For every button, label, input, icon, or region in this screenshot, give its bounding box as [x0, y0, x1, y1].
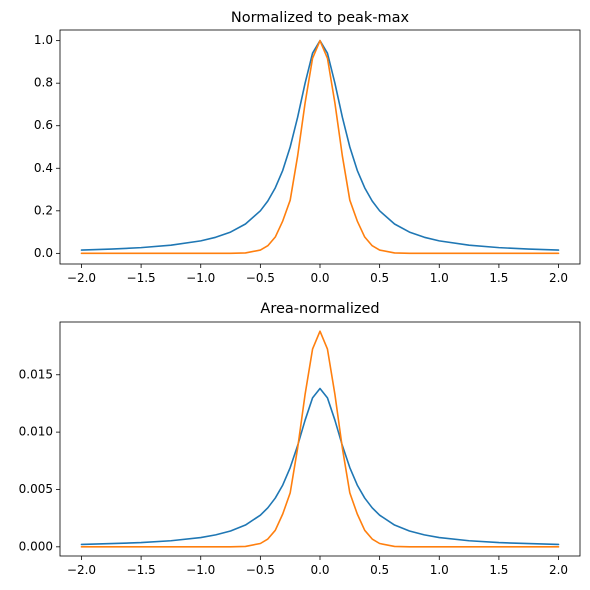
bottom-chart-y-axis: 0.000 0.005 0.010 0.015	[19, 367, 60, 553]
bottom-chart-xtick-label: −2.0	[67, 563, 96, 577]
top-chart-series-2-line	[80, 39, 560, 255]
top-chart-series-1-line	[80, 39, 560, 251]
bottom-chart-xtick-label: 1.5	[489, 563, 508, 577]
bottom-chart-ytick-label: 0.015	[19, 367, 53, 381]
top-chart-ytick-label: 0.4	[34, 161, 53, 175]
top-chart-ytick-label: 1.0	[34, 33, 53, 47]
bottom-chart-xtick-label: −1.5	[127, 563, 156, 577]
bottom-chart-x-axis: −2.0 −1.5 −1.0 −0.5 0.0 0.5 1.0 1.5 2.0	[67, 556, 568, 577]
bottom-chart-ytick-label: 0.000	[19, 539, 53, 553]
top-chart-xtick-label: 0.0	[310, 271, 329, 285]
bottom-chart-xtick-label: 2.0	[549, 563, 568, 577]
bottom-chart: Area-normalized 0.000 0.005 0.010 0.015 −2.…	[19, 301, 581, 577]
top-chart-y-axis: 0.0 0.2 0.4 0.6 0.8 1.0	[34, 33, 60, 260]
top-chart-xtick-label: −1.0	[186, 271, 215, 285]
top-chart: Normalized to peak-max 0.0 0.2 0.4 0.6 0.8 1.…	[34, 10, 581, 285]
top-chart-xtick-label: 1.5	[489, 271, 508, 285]
bottom-chart-series	[80, 330, 560, 548]
top-chart-xtick-label: 0.5	[370, 271, 389, 285]
bottom-chart-ytick-label: 0.010	[19, 425, 53, 439]
bottom-chart-xtick-label: −1.0	[186, 563, 215, 577]
bottom-chart-xtick-label: −0.5	[246, 563, 275, 577]
top-chart-ytick-label: 0.6	[34, 118, 53, 132]
bottom-chart-xtick-label: 1.0	[430, 563, 449, 577]
bottom-chart-series-1-line	[80, 387, 560, 546]
top-chart-xtick-label: −0.5	[246, 271, 275, 285]
bottom-chart-ytick-label: 0.005	[19, 482, 53, 496]
top-chart-title: Normalized to peak-max	[231, 10, 410, 26]
bottom-chart-xtick-label: 0.0	[310, 563, 329, 577]
top-chart-ytick-label: 0.8	[34, 76, 53, 90]
top-chart-xtick-label: −2.0	[67, 271, 96, 285]
bottom-chart-frame	[59, 321, 581, 557]
top-chart-xtick-label: 1.0	[430, 271, 449, 285]
bottom-chart-title: Area-normalized	[260, 301, 379, 317]
top-chart-frame	[59, 29, 581, 265]
top-chart-ytick-label: 0.2	[34, 203, 53, 217]
top-chart-series	[80, 39, 560, 255]
top-chart-xtick-label: 2.0	[549, 271, 568, 285]
top-chart-xtick-label: −1.5	[127, 271, 156, 285]
top-chart-ytick-label: 0.0	[34, 246, 53, 260]
bottom-chart-series-2-line	[80, 330, 560, 548]
bottom-chart-xtick-label: 0.5	[370, 563, 389, 577]
top-chart-x-axis: −2.0 −1.5 −1.0 −0.5 0.0 0.5 1.0 1.5 2.0	[67, 264, 568, 285]
